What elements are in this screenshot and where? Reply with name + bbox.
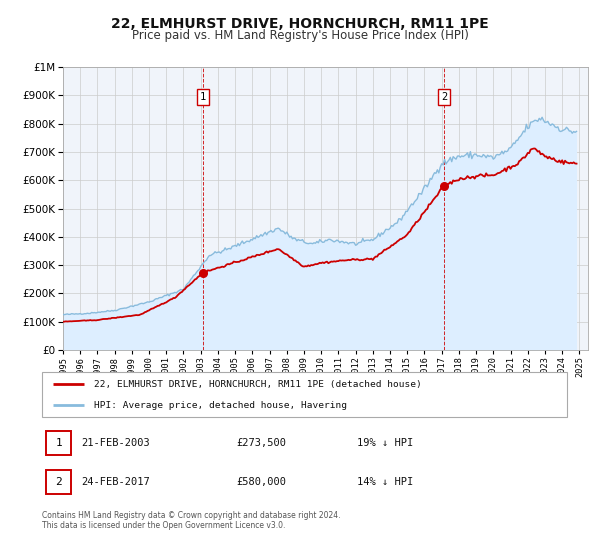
Text: Price paid vs. HM Land Registry's House Price Index (HPI): Price paid vs. HM Land Registry's House … [131, 29, 469, 42]
Text: 24-FEB-2017: 24-FEB-2017 [82, 477, 150, 487]
Text: 14% ↓ HPI: 14% ↓ HPI [357, 477, 413, 487]
Text: 2: 2 [55, 477, 62, 487]
Text: HPI: Average price, detached house, Havering: HPI: Average price, detached house, Have… [95, 400, 347, 409]
Text: 21-FEB-2003: 21-FEB-2003 [82, 438, 150, 448]
Text: Contains HM Land Registry data © Crown copyright and database right 2024.: Contains HM Land Registry data © Crown c… [42, 511, 341, 520]
Text: 22, ELMHURST DRIVE, HORNCHURCH, RM11 1PE (detached house): 22, ELMHURST DRIVE, HORNCHURCH, RM11 1PE… [95, 380, 422, 389]
Text: £273,500: £273,500 [236, 438, 286, 448]
Text: £580,000: £580,000 [236, 477, 286, 487]
Text: 19% ↓ HPI: 19% ↓ HPI [357, 438, 413, 448]
Text: 22, ELMHURST DRIVE, HORNCHURCH, RM11 1PE: 22, ELMHURST DRIVE, HORNCHURCH, RM11 1PE [111, 17, 489, 31]
Bar [46, 469, 71, 494]
Text: 2: 2 [441, 92, 447, 102]
Text: This data is licensed under the Open Government Licence v3.0.: This data is licensed under the Open Gov… [42, 521, 286, 530]
Text: 1: 1 [55, 438, 62, 448]
Text: 1: 1 [200, 92, 206, 102]
Bar [46, 431, 71, 455]
